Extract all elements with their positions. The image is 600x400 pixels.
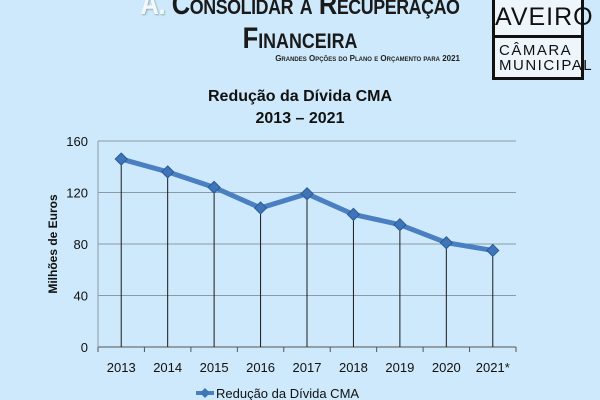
legend-marker: [200, 388, 210, 398]
x-tick-label: 2017: [293, 360, 322, 375]
x-tick-label: 2015: [200, 360, 229, 375]
logo-line2: MUNICIPAL: [499, 57, 594, 74]
title-text: Consolidar a Recuperação: [171, 0, 460, 21]
x-tick-label: 2014: [153, 360, 182, 375]
aveiro-logo: AVEIRO CÂMARA MUNICIPAL: [492, 0, 594, 80]
logo-bottom: CÂMARA MUNICIPAL: [495, 38, 594, 74]
x-tick-label: 2018: [339, 360, 368, 375]
x-tick-label: 2013: [107, 360, 136, 375]
data-point: [486, 243, 500, 258]
data-point: [114, 152, 128, 166]
y-tick-label: 0: [81, 340, 88, 355]
x-tick-label: 2021*: [476, 360, 510, 375]
y-axis-label: Milhões de Euros: [46, 194, 60, 294]
chart-title: Redução da Dívida CMA 2013 – 2021: [0, 86, 600, 130]
page-title-line1: A. Consolidar a Recuperação: [45, 0, 555, 22]
x-tick-label: 2016: [246, 360, 275, 375]
legend-label: Redução da Dívida CMA: [216, 386, 359, 400]
page-subtitle: Grandes Opções do Plano e Orçamento para…: [275, 54, 460, 63]
chart-subtitle: 2013 – 2021: [255, 110, 345, 127]
data-point: [207, 180, 221, 195]
x-tick-label: 2020: [432, 360, 461, 375]
logo-top: AVEIRO: [495, 0, 593, 38]
page-title-line2: Financeira: [242, 22, 358, 55]
data-point: [253, 201, 268, 215]
y-tick-label: 40: [74, 289, 88, 304]
y-tick-label: 80: [74, 237, 88, 252]
x-tick-label: 2019: [385, 360, 414, 375]
data-point: [160, 165, 175, 179]
y-tick-label: 120: [66, 186, 88, 201]
chart-title-text: Redução da Dívida CMA: [207, 88, 393, 105]
data-point: [439, 236, 454, 250]
y-tick-label: 160: [66, 134, 88, 149]
data-point: [346, 207, 361, 222]
data-point: [393, 217, 407, 232]
section-letter: A.: [140, 0, 166, 21]
logo-line1: CÂMARA: [499, 42, 573, 59]
data-point: [300, 187, 314, 201]
